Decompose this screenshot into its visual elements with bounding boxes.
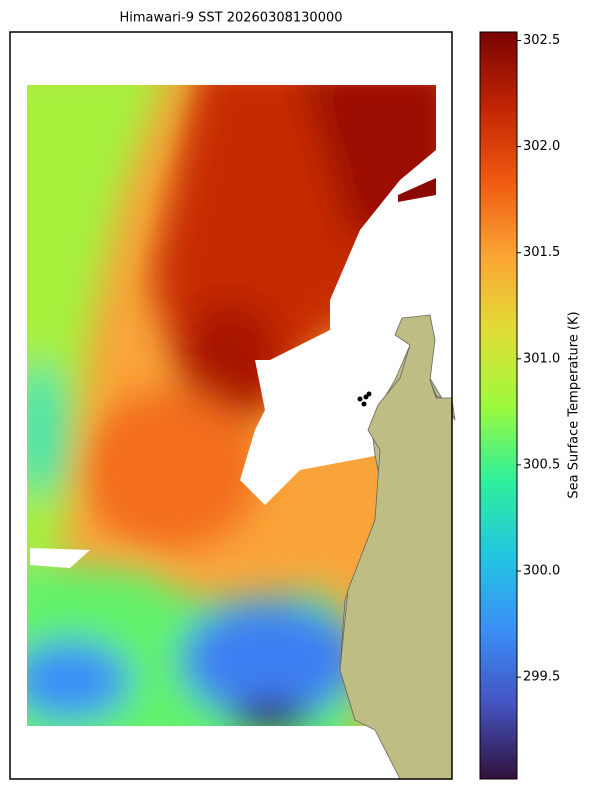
colorbar: [479, 31, 518, 780]
map-frame: [9, 31, 453, 780]
colorbar-tick-label: 302.5: [523, 33, 560, 48]
colorbar-tick-label: 300.5: [523, 457, 560, 472]
station-markers: [357, 391, 372, 407]
sst-field: [27, 85, 436, 726]
title: Himawari-9 SST 20260308130000: [119, 11, 342, 26]
colorbar-tick-label: 302.0: [523, 139, 560, 154]
colorbar-tick-label: 301.0: [523, 351, 560, 366]
colorbar-tick-label: 301.5: [523, 245, 560, 260]
colorbar-tick-label: 299.5: [523, 670, 560, 685]
colorbar-tick-label: 300.0: [523, 564, 560, 579]
colorbar-label: Sea Surface Temperature (K): [567, 311, 582, 498]
land: [339, 314, 453, 780]
